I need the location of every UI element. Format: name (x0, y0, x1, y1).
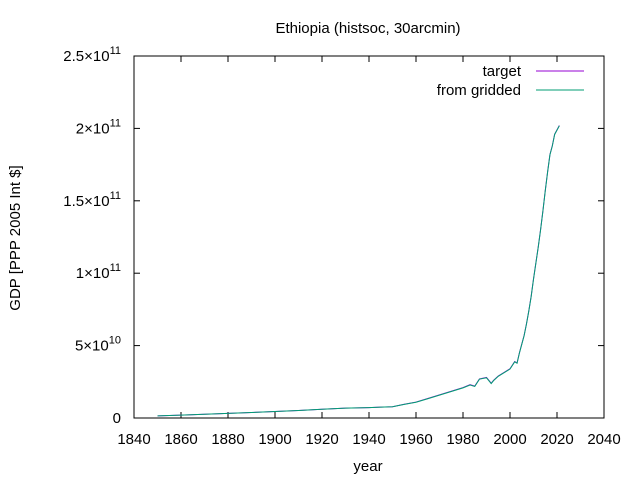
x-tick-label: 1960 (399, 431, 432, 448)
x-tick-label: 1980 (446, 431, 479, 448)
y-tick-label: 1.5×1011 (63, 190, 121, 210)
chart-title: Ethiopia (histsoc, 30arcmin) (275, 20, 460, 37)
legend-label: from gridded (437, 82, 521, 99)
x-tick-label: 2000 (493, 431, 526, 448)
series-line-2 (157, 125, 560, 417)
x-tick-label: 1900 (258, 431, 291, 448)
x-tick-label: 2020 (540, 431, 573, 448)
x-tick-label: 1860 (164, 431, 197, 448)
y-tick-label: 2×1011 (76, 117, 121, 137)
x-axis-title: year (353, 458, 382, 475)
y-tick-label: 5×1010 (75, 335, 121, 355)
y-tick-label: 1×1011 (76, 262, 121, 282)
y-tick-label: 2.5×1011 (63, 45, 121, 65)
series-group (157, 125, 560, 417)
plot-frame (133, 55, 605, 419)
x-tick-label: 1940 (352, 431, 385, 448)
x-tick-label: 1840 (117, 431, 150, 448)
x-tick-label: 1920 (305, 431, 338, 448)
series-line-1 (157, 125, 560, 417)
x-tick-label: 2040 (587, 431, 620, 448)
legend-label: target (483, 63, 522, 80)
x-axis: 1840 1860 1880 1900 1920 1940 1960 1980 2000 2020… (117, 56, 621, 448)
legend: target from gridded (437, 63, 584, 99)
plot-border (133, 55, 605, 419)
y-axis-title: GDP [PPP 2005 Int $] (7, 165, 24, 310)
y-tick-label: 0 (113, 410, 121, 427)
y-axis: 0 5×1010 1×1011 1.5×1011 2×1011 2.5×1011 (63, 45, 604, 427)
x-tick-label: 1880 (211, 431, 244, 448)
